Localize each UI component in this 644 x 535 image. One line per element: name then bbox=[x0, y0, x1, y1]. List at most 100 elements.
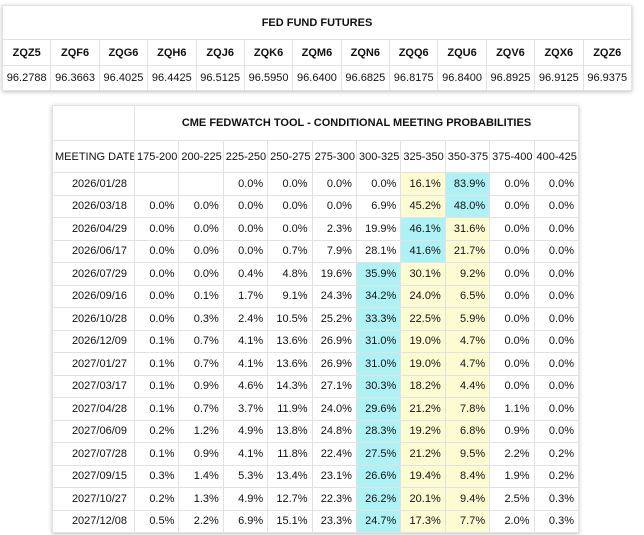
probability: 31.0% bbox=[355, 352, 402, 376]
probability: 22.3% bbox=[311, 487, 357, 511]
contract-price: 96.6825 bbox=[340, 65, 391, 91]
probability: 1.9% bbox=[489, 464, 535, 488]
meeting-row: 2026/10/28 0.0% 0.3% 2.4% 10.5% 25.2% 33.3% 22.… bbox=[52, 307, 579, 331]
probability: 8.4% bbox=[444, 464, 491, 488]
contract-header: ZQH6 bbox=[147, 39, 197, 66]
probability: 13.6% bbox=[267, 329, 313, 353]
probability: 4.7% bbox=[444, 329, 491, 353]
probability: 19.0% bbox=[400, 352, 446, 376]
probability: 0.0% bbox=[133, 239, 180, 263]
probability: 29.6% bbox=[355, 397, 402, 421]
contract-header: ZQK6 bbox=[243, 39, 294, 66]
contract-header: ZQZ6 bbox=[582, 39, 632, 66]
probability: 0.0% bbox=[533, 172, 579, 196]
probability: 13.6% bbox=[267, 352, 313, 376]
probability: 17.3% bbox=[400, 509, 446, 533]
probability bbox=[133, 172, 180, 196]
meeting-date: 2026/03/18 bbox=[52, 194, 135, 218]
probability: 0.1% bbox=[133, 397, 180, 421]
probability: 26.2% bbox=[355, 487, 402, 511]
probability: 4.9% bbox=[222, 487, 269, 511]
probability: 23.3% bbox=[311, 509, 357, 533]
probability: 46.1% bbox=[400, 217, 446, 241]
contract-price: 96.4025 bbox=[98, 65, 149, 91]
range-header: 250-275 bbox=[267, 140, 313, 173]
probability: 26.9% bbox=[311, 352, 357, 376]
contract-header: ZQU6 bbox=[437, 39, 487, 66]
meeting-row: 2027/04/28 0.1% 0.7% 3.7% 11.9% 24.0% 29.6% 21.… bbox=[52, 397, 579, 421]
contract-price: 96.8925 bbox=[485, 65, 536, 91]
meeting-row: 2026/12/09 0.1% 0.7% 4.1% 13.6% 26.9% 31.0% 19.… bbox=[52, 329, 579, 353]
probability: 4.1% bbox=[222, 442, 269, 466]
probability: 0.0% bbox=[178, 239, 224, 263]
meeting-row: 2026/06/17 0.0% 0.0% 0.0% 0.7% 7.9% 28.1% 41.6%… bbox=[52, 239, 579, 263]
meeting-row: 2027/07/28 0.1% 0.9% 4.1% 11.8% 22.4% 27.5% 21.… bbox=[52, 442, 579, 466]
probability: 0.9% bbox=[489, 419, 535, 443]
probability: 7.9% bbox=[311, 239, 357, 263]
probability: 10.5% bbox=[267, 307, 313, 331]
meeting-date: 2027/04/28 bbox=[52, 397, 135, 421]
meeting-row: 2027/09/15 0.3% 1.4% 5.3% 13.4% 23.1% 26.6% 19.… bbox=[52, 464, 579, 488]
probability: 0.0% bbox=[533, 419, 579, 443]
corner-cell bbox=[52, 105, 135, 141]
probability: 0.0% bbox=[489, 307, 535, 331]
meeting-row: 2026/03/18 0.0% 0.0% 0.0% 0.0% 0.0% 6.9% 45.2% 4… bbox=[52, 194, 579, 218]
meeting-row: 2026/04/29 0.0% 0.0% 0.0% 0.0% 2.3% 19.9% 46.1%… bbox=[52, 217, 579, 241]
probability: 0.0% bbox=[533, 352, 579, 376]
meeting-row: 2027/03/17 0.1% 0.9% 4.6% 14.3% 27.1% 30.3% 18.… bbox=[52, 374, 579, 398]
probability: 9.4% bbox=[444, 487, 491, 511]
contract-price: 96.2788 bbox=[1, 65, 52, 91]
probability: 0.7% bbox=[178, 329, 224, 353]
probability: 0.7% bbox=[178, 397, 224, 421]
contract-price: 96.5950 bbox=[243, 65, 294, 91]
range-header: 325-350 bbox=[400, 140, 446, 173]
probability: 0.0% bbox=[533, 374, 579, 398]
probability: 16.1% bbox=[400, 172, 446, 196]
probability: 83.9% bbox=[444, 172, 491, 196]
probability: 5.3% bbox=[222, 464, 269, 488]
probability: 0.0% bbox=[533, 284, 579, 308]
probability: 35.9% bbox=[355, 262, 402, 286]
meeting-row: 2026/09/16 0.0% 0.1% 1.7% 9.1% 24.3% 34.2% 24.0… bbox=[52, 284, 579, 308]
probability: 23.1% bbox=[311, 464, 357, 488]
probability: 2.2% bbox=[489, 442, 535, 466]
probability: 1.1% bbox=[489, 397, 535, 421]
probability: 0.0% bbox=[489, 239, 535, 263]
probability: 0.4% bbox=[222, 262, 269, 286]
probability: 34.2% bbox=[355, 284, 402, 308]
range-header: 200-225 bbox=[178, 140, 224, 173]
probability: 0.2% bbox=[533, 464, 579, 488]
probability: 22.4% bbox=[311, 442, 357, 466]
meeting-date: 2027/12/08 bbox=[52, 509, 135, 533]
probability: 0.0% bbox=[489, 194, 535, 218]
meeting-row: 2027/06/09 0.2% 1.2% 4.9% 13.8% 24.8% 28.3% 19.… bbox=[52, 419, 579, 443]
probability: 3.7% bbox=[222, 397, 269, 421]
probability: 9.1% bbox=[267, 284, 313, 308]
title-row: CME FEDWATCH TOOL - CONDITIONAL MEETING … bbox=[52, 105, 579, 141]
probability: 0.0% bbox=[133, 307, 180, 331]
probability: 2.0% bbox=[489, 509, 535, 533]
probability: 0.1% bbox=[133, 352, 180, 376]
probability: 0.0% bbox=[311, 172, 357, 196]
fedwatch-table: CME FEDWATCH TOOL - CONDITIONAL MEETING … bbox=[52, 105, 579, 533]
probability: 28.1% bbox=[355, 239, 402, 263]
probability: 31.6% bbox=[444, 217, 491, 241]
probability: 28.3% bbox=[355, 419, 402, 443]
probability: 2.4% bbox=[222, 307, 269, 331]
contract-header: ZQX6 bbox=[534, 39, 584, 66]
probability: 0.0% bbox=[533, 307, 579, 331]
probability: 0.0% bbox=[133, 194, 180, 218]
probability: 21.2% bbox=[400, 397, 446, 421]
probability: 7.7% bbox=[444, 509, 491, 533]
probability: 0.0% bbox=[489, 217, 535, 241]
probability: 33.3% bbox=[355, 307, 402, 331]
contract-header: ZQZ5 bbox=[1, 39, 52, 66]
range-header: 275-300 bbox=[311, 140, 357, 173]
header-row: MEETING DATE 175-200 200-225 225-250 250-275… bbox=[52, 140, 579, 173]
probability: 30.1% bbox=[400, 262, 446, 286]
probability: 30.3% bbox=[355, 374, 402, 398]
probability: 0.0% bbox=[222, 194, 269, 218]
probability: 19.6% bbox=[311, 262, 357, 286]
probability: 0.1% bbox=[178, 284, 224, 308]
